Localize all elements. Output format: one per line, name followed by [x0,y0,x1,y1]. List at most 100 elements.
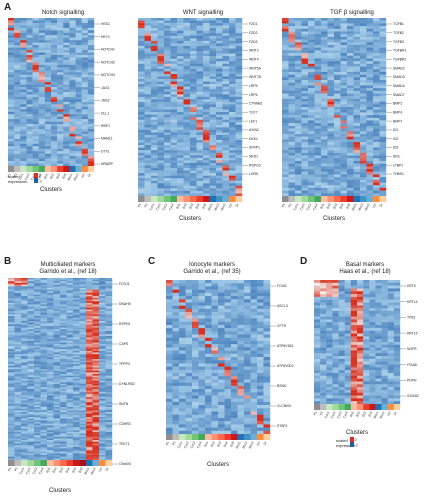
heatmap-cell [20,47,27,51]
heatmap-cell [144,53,152,57]
heatmap-cell [44,30,52,33]
heatmap-cell [47,372,54,375]
heatmap-cell [8,317,15,320]
heatmap-cell [8,359,15,361]
heatmap-cell [235,188,243,192]
heatmap-cell [321,160,328,164]
heatmap-cell [177,165,184,169]
heatmap-cell [47,282,54,285]
heatmap-cell [40,416,48,419]
heatmap-cell [222,117,230,120]
heatmap-cell [53,354,61,356]
heatmap-cell [57,119,64,122]
heatmap-cell [27,418,35,421]
heatmap-cell [14,124,21,127]
heatmap-cell [308,23,315,27]
heatmap-cell [60,302,67,305]
cluster-tick-label: Mcc2 [213,203,220,212]
heatmap-cell [151,162,158,166]
heatmap-cell [34,455,41,457]
heatmap-cell [53,445,61,447]
heatmap-cell [157,109,165,113]
heatmap-cell [27,345,35,348]
heatmap-cell [222,35,230,39]
heatmap-cell [235,89,243,92]
heatmap-cell [40,314,48,317]
heatmap-cell [81,121,89,125]
heatmap-cell [295,93,302,97]
heatmap-cell [209,107,217,110]
heatmap-cell [235,114,243,118]
heatmap-cell [47,357,54,360]
heatmap-cell [216,18,223,21]
heatmap-cell [308,26,315,29]
heatmap-cell [53,433,61,436]
heatmap-cell [288,23,296,27]
heatmap-cell [69,141,76,144]
heatmap-cell [334,158,341,162]
heatmap-cell [138,180,145,184]
heatmap-cell [60,314,67,317]
heatmap-cell [157,71,165,75]
heatmap-cell [203,56,210,59]
heatmap-cell [308,185,315,189]
heatmap-cell [99,377,106,380]
heatmap-cell [151,58,158,62]
heatmap-cell [138,124,145,128]
heatmap-cell [295,104,302,108]
heatmap-cell [20,87,27,90]
heatmap-cell [51,89,58,93]
heatmap-cell [151,157,158,161]
heatmap-cell [66,335,74,338]
heatmap-cell [209,162,217,166]
heatmap-cell [235,122,243,125]
heatmap-cell [60,286,67,289]
heatmap-cell [53,335,61,338]
heatmap-cell [183,165,191,169]
heatmap-cell [196,18,204,21]
heatmap-cell [8,281,15,284]
heatmap-cell [347,163,354,167]
heatmap-cell [26,116,33,120]
heatmap-cell [73,393,80,396]
heatmap-cell [53,421,61,424]
heatmap-cell [366,190,374,194]
heatmap-cell [44,158,52,162]
heatmap-cell [14,94,21,98]
heatmap-cell [347,182,354,186]
heatmap-cell [216,170,223,174]
heatmap-cell [334,55,341,59]
heatmap-cell [222,53,230,57]
heatmap-cell [60,362,67,365]
heatmap-cell [38,27,46,31]
heatmap-cell [170,84,178,87]
heatmap-cell [75,116,82,120]
heatmap-cell [327,177,335,181]
heatmap-cell [235,104,243,108]
heatmap-cell [196,79,204,82]
heatmap-cell [69,111,76,115]
heatmap-cell [295,47,302,51]
heatmap-cell [60,332,67,335]
heatmap-cell [27,297,35,300]
heatmap-cell [14,131,21,135]
heatmap-cell [295,177,302,181]
heatmap-cell [321,128,328,132]
heatmap-cell [347,74,354,78]
heatmap-cell [57,104,64,107]
heatmap-cell [66,408,74,411]
heatmap-cell [60,433,67,436]
heatmap-cell [295,66,302,70]
heatmap-cell [373,53,380,56]
heatmap-cell [366,112,374,116]
heatmap-cell [203,66,210,70]
heatmap-cell [53,393,61,396]
heatmap-cell [138,63,145,67]
heatmap-cell [60,407,67,409]
heatmap-cell [86,435,93,438]
heatmap-cell [73,387,80,390]
heatmap-cell [34,314,41,317]
heatmap-cell [170,134,178,138]
heatmap-cell [308,152,315,156]
heatmap-cell [347,128,354,132]
